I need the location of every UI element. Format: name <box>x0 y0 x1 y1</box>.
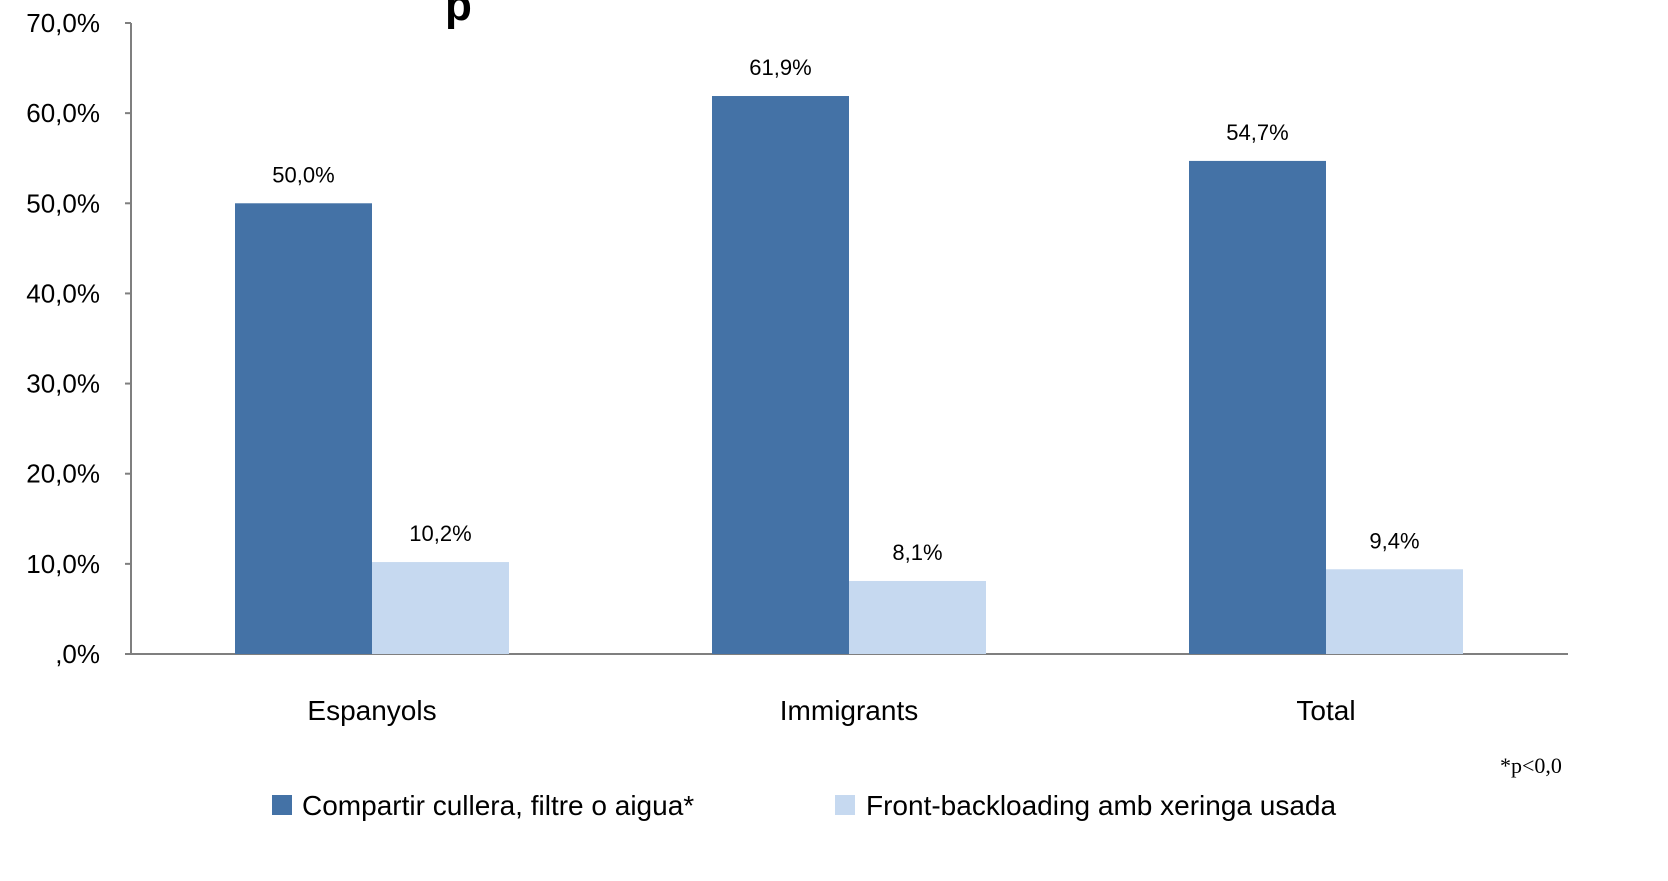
legend: Compartir cullera, filtre o aigua* Front-… <box>272 790 1336 821</box>
footnote: *p<0,0 <box>1500 753 1562 778</box>
bar-front-backloading-immigrants <box>849 580 986 654</box>
y-tick-label: 30,0% <box>26 369 100 399</box>
legend-label: Compartir cullera, filtre o aigua* <box>302 790 694 821</box>
y-tick-label: ,0% <box>55 639 100 669</box>
y-tick-label: 70,0% <box>26 8 100 38</box>
y-tick-label: 20,0% <box>26 459 100 489</box>
chart-title: p <box>445 0 472 30</box>
legend-label: Front-backloading amb xeringa usada <box>866 790 1336 821</box>
data-label: 61,9% <box>749 55 811 80</box>
y-tick-label: 40,0% <box>26 278 100 308</box>
y-tick-label: 60,0% <box>26 98 100 128</box>
bar-chart-svg: p ,0% 10,0% 20,0% 30,0% 40,0% 50,0% 60,0% 70,0%… <box>26 0 1568 821</box>
bar-compartir-espanyols <box>235 203 372 655</box>
bar-front-backloading-espanyols <box>372 562 509 654</box>
legend-swatch <box>272 795 292 815</box>
x-category-label: Immigrants <box>780 695 918 726</box>
chart-title-group: p <box>445 0 472 30</box>
y-tick-label: 50,0% <box>26 188 100 218</box>
bars-group <box>235 96 1463 655</box>
data-label: 9,4% <box>1369 528 1419 553</box>
data-label: 54,7% <box>1226 120 1288 145</box>
x-category-label: Total <box>1296 695 1355 726</box>
bar-compartir-immigrants <box>712 96 849 654</box>
data-labels-group: 50,0% 61,9% 54,7% 10,2% 8,1% 9,4% <box>272 55 1419 565</box>
data-label: 10,2% <box>409 521 471 546</box>
x-category-label: Espanyols <box>307 695 436 726</box>
chart: p ,0% 10,0% 20,0% 30,0% 40,0% 50,0% 60,0% 70,0%… <box>26 0 1568 821</box>
data-label: 50,0% <box>272 162 334 187</box>
data-label: 8,1% <box>892 540 942 565</box>
y-tick-label: 10,0% <box>26 549 100 579</box>
legend-swatch <box>835 795 855 815</box>
axes-group: ,0% 10,0% 20,0% 30,0% 40,0% 50,0% 60,0% 70,0% Es… <box>26 8 1568 726</box>
bar-compartir-total <box>1189 160 1326 654</box>
bar-front-backloading-total <box>1326 569 1463 654</box>
